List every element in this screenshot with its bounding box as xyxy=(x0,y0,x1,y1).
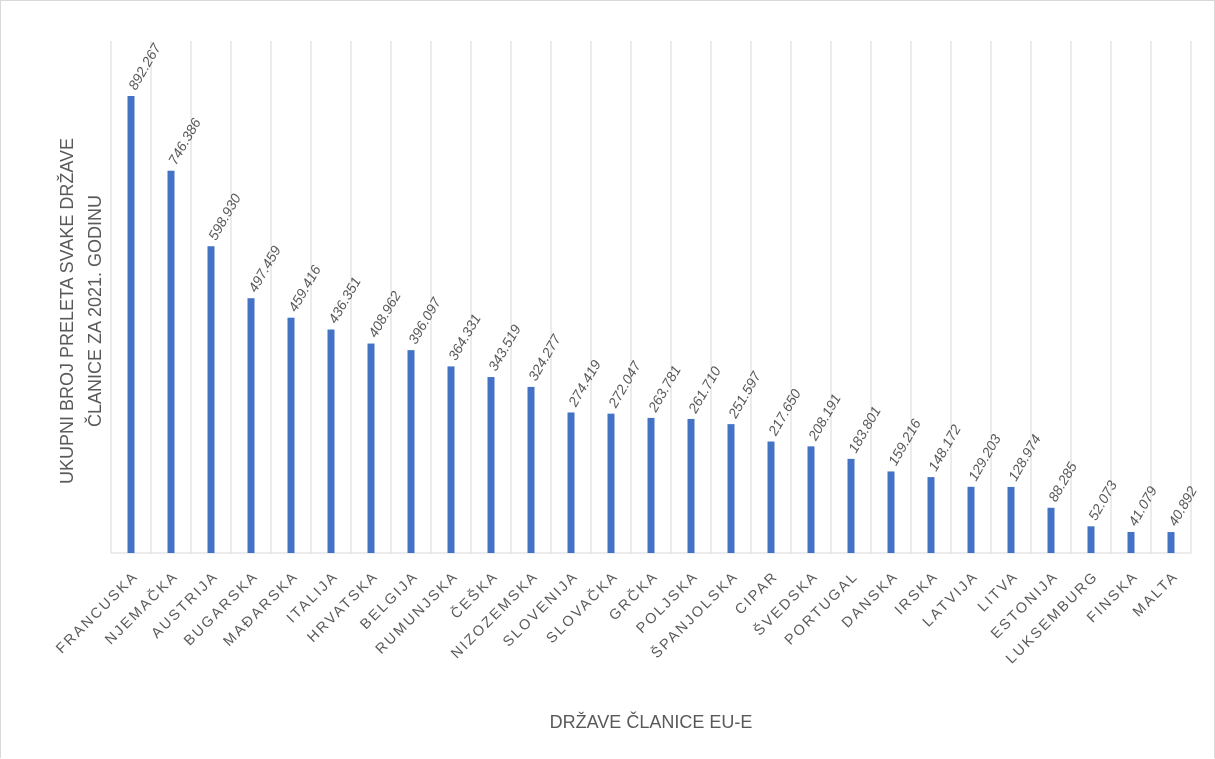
bar xyxy=(207,246,215,553)
data-label: 497.459 xyxy=(245,243,284,295)
data-label: 343.519 xyxy=(485,322,524,374)
data-label: 272.047 xyxy=(604,357,644,411)
bar xyxy=(887,471,895,553)
bar xyxy=(527,386,535,553)
data-label: 396.097 xyxy=(405,294,445,347)
bar xyxy=(367,343,375,553)
bar xyxy=(487,377,495,553)
data-label: 746.386 xyxy=(165,115,204,167)
data-label: 208.191 xyxy=(804,391,844,444)
bars xyxy=(127,96,1175,554)
data-label: 324.277 xyxy=(525,331,565,384)
bar xyxy=(407,350,415,553)
data-label: 52.073 xyxy=(1085,478,1120,523)
data-label: 436.351 xyxy=(325,274,364,326)
bar xyxy=(167,170,175,554)
data-label: 41.079 xyxy=(1125,483,1160,528)
data-label: 88.285 xyxy=(1045,459,1080,504)
data-label: 364.331 xyxy=(445,311,484,363)
data-label: 217.650 xyxy=(764,386,804,439)
axis-titles: UKUPNI BROJ PRELETA SVAKE DRŽAVE ČLANICE… xyxy=(57,138,752,732)
data-label: 128.974 xyxy=(1005,431,1044,483)
data-label: 148.172 xyxy=(925,422,964,474)
x-axis-title: DRŽAVE ČLANICE EU-E xyxy=(550,711,753,732)
x-tick-label: HRVATSKA xyxy=(305,569,382,646)
data-label: 459.416 xyxy=(285,262,324,314)
y-axis-title-line-1: UKUPNI BROJ PRELETA SVAKE DRŽAVE xyxy=(57,138,77,484)
data-label: 408.962 xyxy=(365,288,404,340)
bar xyxy=(447,366,455,553)
bar xyxy=(247,298,255,553)
data-label: 129.203 xyxy=(965,431,1004,483)
bar xyxy=(1167,532,1175,553)
bar xyxy=(927,477,935,553)
bar xyxy=(1047,507,1055,553)
data-label: 263.781 xyxy=(644,363,684,416)
bar xyxy=(727,424,735,553)
bar xyxy=(687,418,695,553)
y-axis-title-line-2: ČLANICE ZA 2021. GODINU xyxy=(84,195,105,427)
x-tick-labels: FRANCUSKANJEMAČKAAUSTRIJABUGARSKAMAĐARSK… xyxy=(53,568,1182,667)
bar xyxy=(847,458,855,553)
bar xyxy=(327,329,335,553)
data-label: 598.930 xyxy=(205,191,244,243)
bar xyxy=(647,417,655,553)
data-label: 251.597 xyxy=(724,368,764,422)
data-label: 40.892 xyxy=(1165,483,1200,528)
x-tick-label: SLOVAČKA xyxy=(543,568,622,647)
data-label: 159.216 xyxy=(885,416,924,468)
bar xyxy=(1127,531,1135,553)
bar xyxy=(567,412,575,553)
data-label: 183.801 xyxy=(845,404,884,456)
data-label: 261.710 xyxy=(684,363,724,416)
bar xyxy=(1087,526,1095,553)
bar xyxy=(967,486,975,553)
bar xyxy=(1007,486,1015,553)
bar xyxy=(287,317,295,553)
bar xyxy=(807,446,815,553)
bar xyxy=(127,96,135,553)
data-label: 274.419 xyxy=(564,357,604,410)
data-label: 892.267 xyxy=(125,40,165,93)
bar xyxy=(607,413,615,553)
bar xyxy=(767,441,775,553)
